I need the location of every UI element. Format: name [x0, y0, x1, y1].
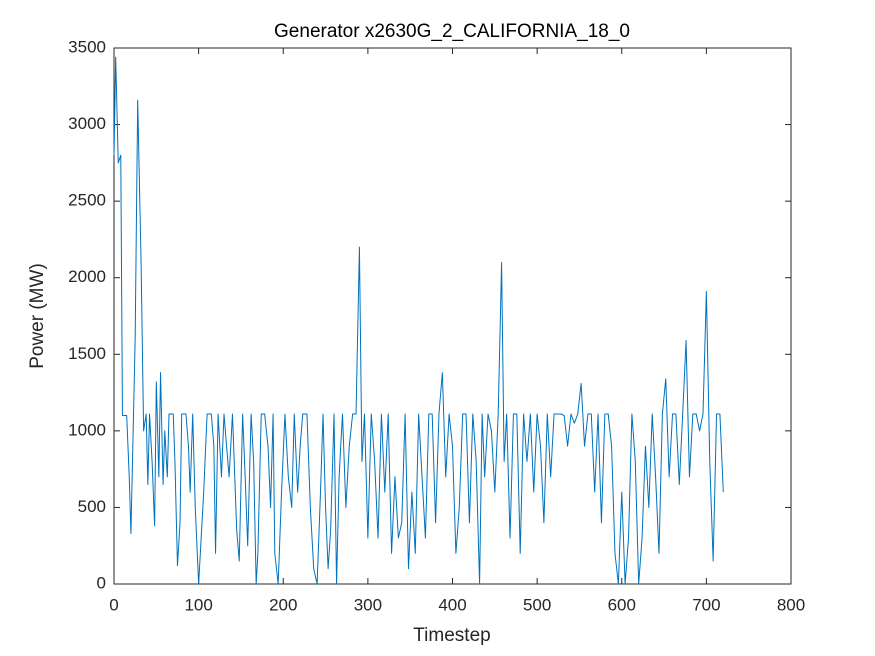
y-tick-label: 1500	[68, 344, 106, 363]
y-tick-label: 0	[97, 573, 106, 592]
y-tick-label: 2000	[68, 267, 106, 286]
x-tick-label: 0	[109, 595, 118, 614]
data-line	[113, 56, 724, 585]
x-tick-label: 500	[523, 595, 551, 614]
y-tick-label: 1000	[68, 420, 106, 439]
x-axis-label: Timestep	[413, 625, 490, 646]
y-axis-label: Power (MW)	[27, 263, 48, 369]
x-tick-label: 800	[777, 595, 805, 614]
x-tick-label: 400	[438, 595, 466, 614]
y-tick-label: 500	[78, 497, 106, 516]
x-tick-label: 200	[269, 595, 297, 614]
x-tick-label: 300	[354, 595, 382, 614]
y-tick-label: 3500	[68, 37, 106, 56]
x-tick-label: 600	[608, 595, 636, 614]
y-tick-label: 2500	[68, 191, 106, 210]
x-tick-label: 700	[692, 595, 720, 614]
x-tick-label: 100	[184, 595, 212, 614]
y-tick-label: 3000	[68, 114, 106, 133]
chart-title: Generator x2630G_2_CALIFORNIA_18_0	[274, 21, 630, 42]
